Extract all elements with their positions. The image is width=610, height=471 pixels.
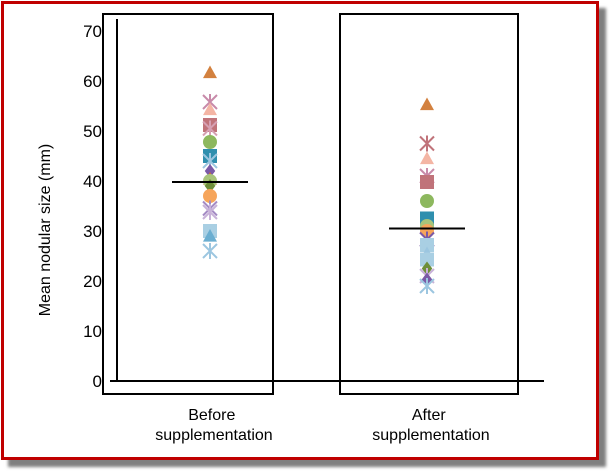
mean-lines bbox=[172, 181, 465, 230]
after-point-11 bbox=[420, 238, 434, 252]
y-tick-label-50: 50 bbox=[83, 122, 102, 141]
after-point-3 bbox=[420, 151, 434, 165]
category-label-before-line2: supplementation bbox=[155, 427, 272, 444]
y-tick-label-30: 30 bbox=[83, 222, 102, 241]
before-point-6 bbox=[203, 135, 217, 149]
category-label-before-line1: Before bbox=[188, 407, 235, 424]
category-label-after-line2: supplementation bbox=[372, 427, 489, 444]
y-tick-label-70: 70 bbox=[83, 22, 102, 41]
chart-frame bbox=[1, 1, 599, 460]
after-point-5 bbox=[420, 175, 434, 189]
before-point-18 bbox=[202, 243, 218, 259]
group-box-after bbox=[339, 13, 519, 395]
y-tick-labels: 0 10 20 30 40 50 60 70 bbox=[83, 22, 102, 391]
before-point-1 bbox=[203, 65, 217, 79]
y-tick-label-40: 40 bbox=[83, 172, 102, 191]
before-point-17 bbox=[203, 229, 217, 242]
before-point-5 bbox=[202, 120, 218, 137]
category-label-after-line1: After bbox=[412, 407, 446, 424]
y-tick-label-20: 20 bbox=[83, 272, 102, 291]
after-point-6 bbox=[420, 194, 434, 208]
after-point-13 bbox=[420, 252, 434, 267]
data-points bbox=[202, 65, 435, 294]
before-point-15 bbox=[202, 204, 218, 220]
y-tick-label-10: 10 bbox=[83, 322, 102, 341]
before-point-9 bbox=[204, 164, 216, 178]
y-axis-title: Mean nodular size (mm) bbox=[37, 144, 54, 317]
group-box-before bbox=[102, 13, 274, 395]
category-label-after: After supplementation bbox=[372, 407, 489, 444]
y-tick-label-60: 60 bbox=[83, 72, 102, 91]
before-point-13 bbox=[203, 189, 217, 203]
after-point-1 bbox=[420, 97, 434, 111]
after-point-2 bbox=[419, 135, 435, 152]
y-tick-label-0: 0 bbox=[93, 372, 102, 391]
category-label-before: Before supplementation bbox=[155, 407, 272, 444]
before-point-3 bbox=[203, 102, 217, 116]
after-point-17 bbox=[419, 278, 435, 294]
